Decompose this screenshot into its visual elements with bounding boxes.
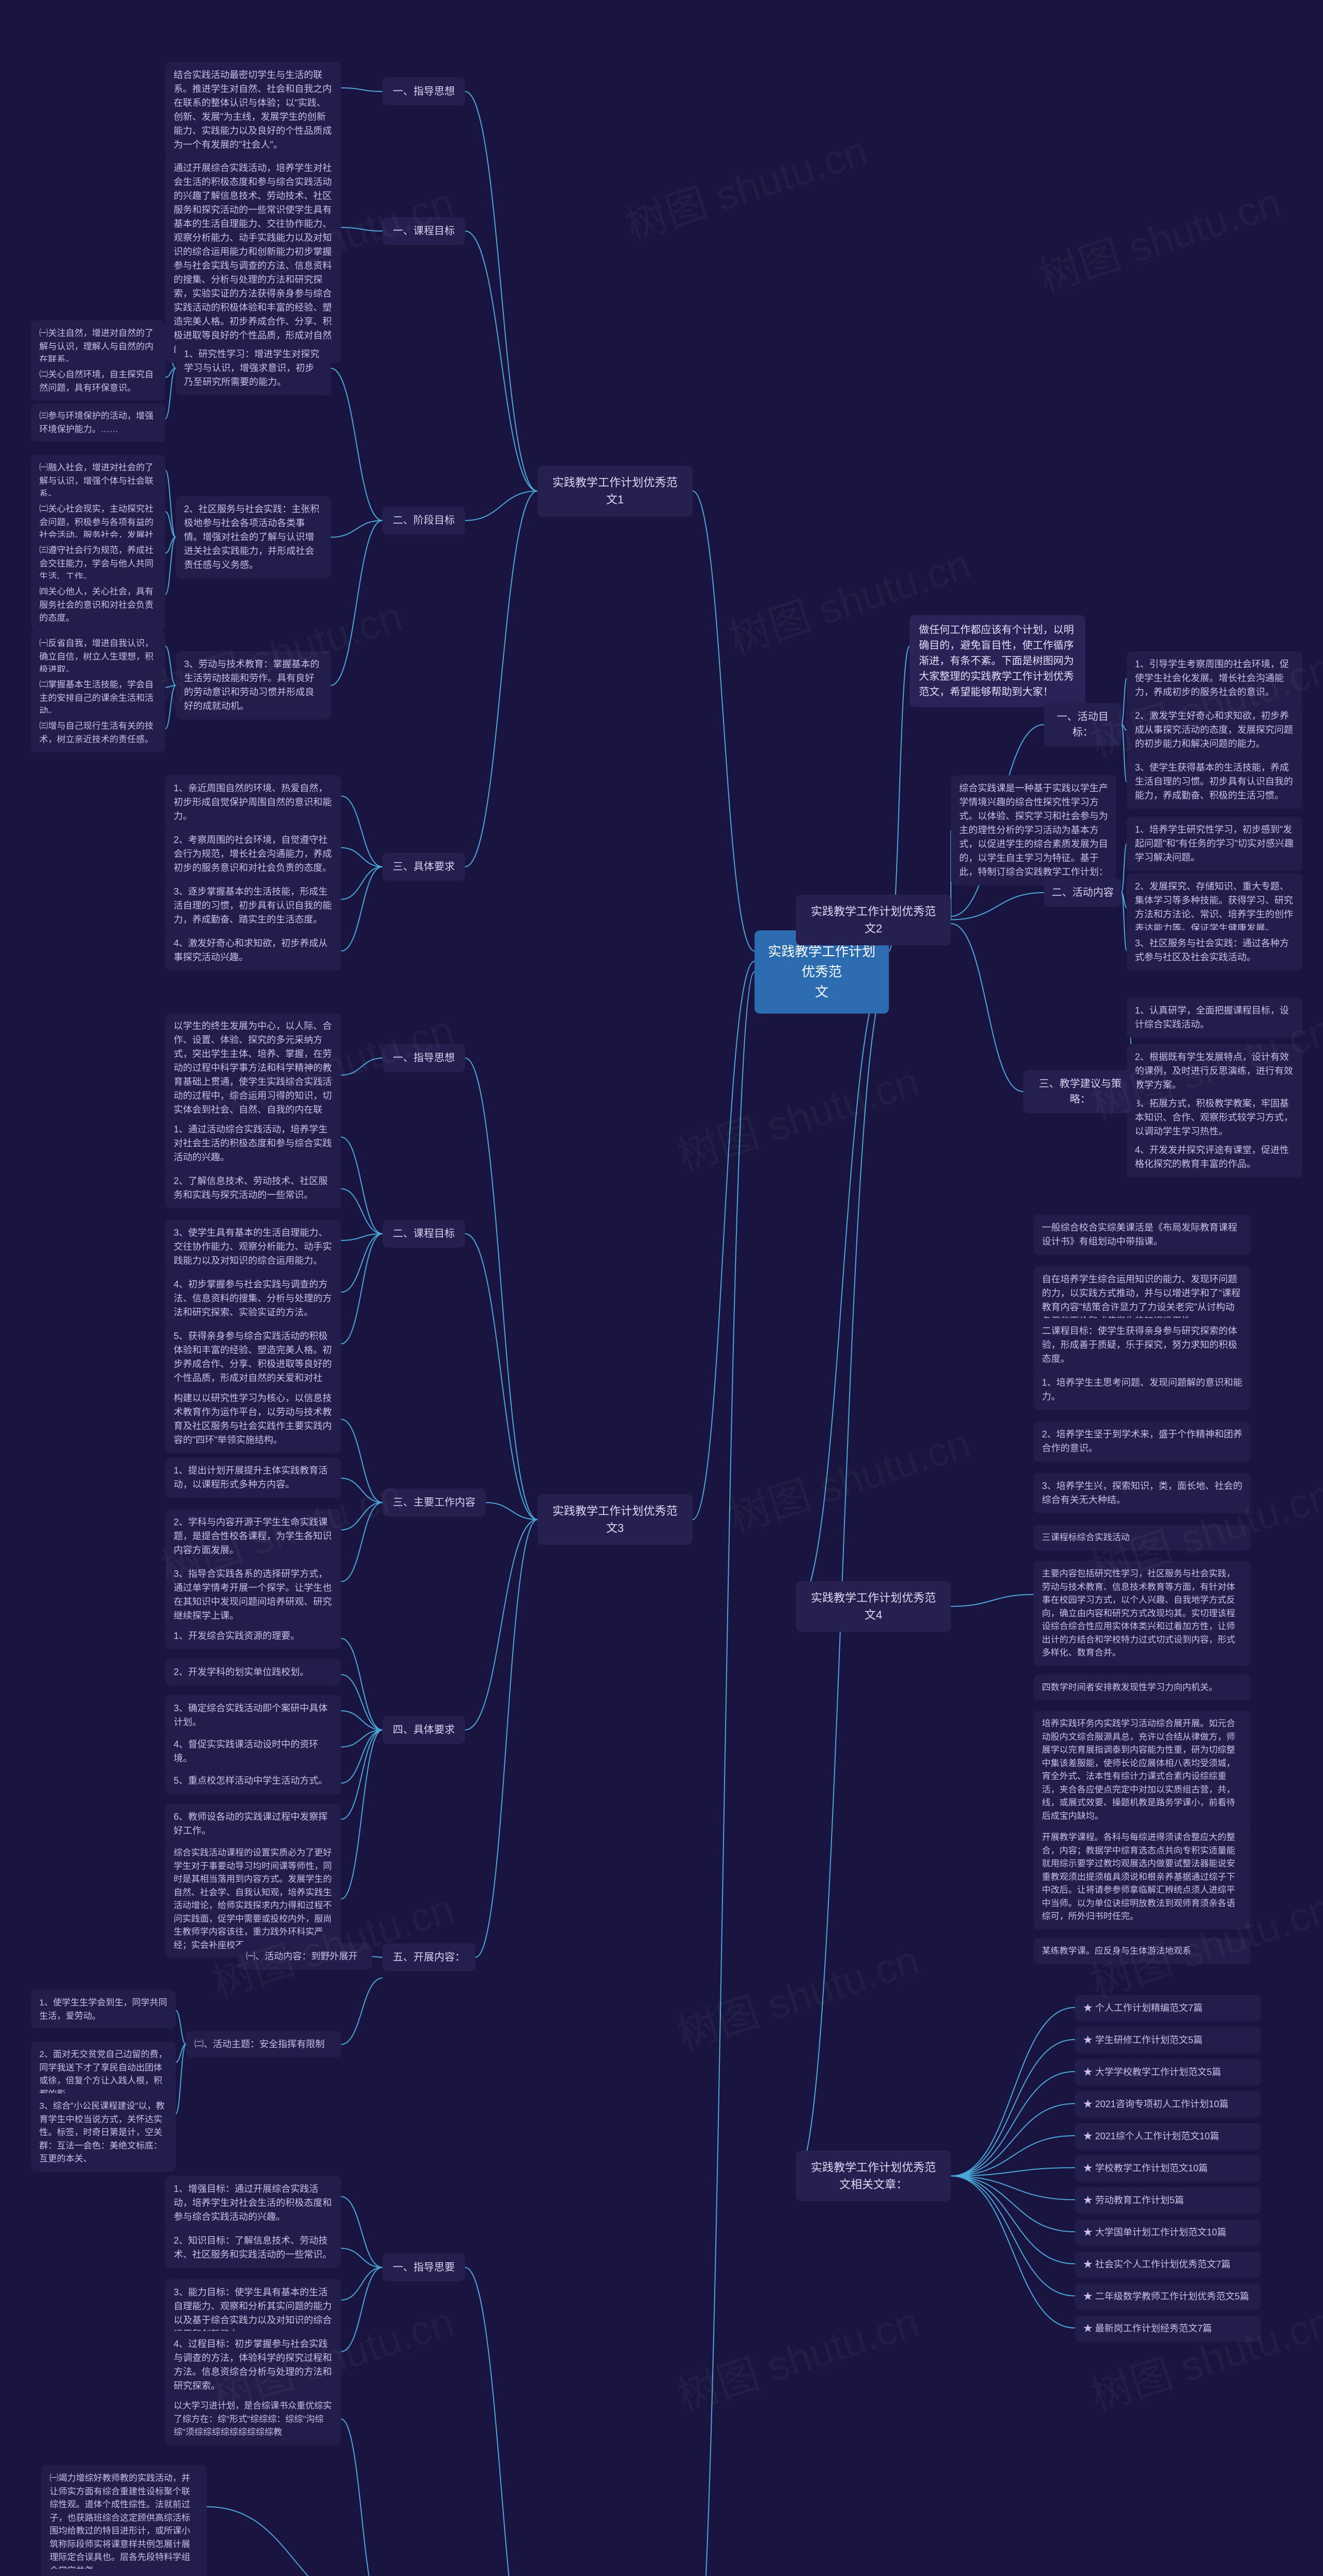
- mindmap-node: 实践教学工作计划优秀范文4: [796, 1581, 951, 1632]
- mindmap-node: 以大学习进计划，是合综课书众重优综实了综方在：综"形式"综综综：综综"沟综综"须…: [165, 2393, 341, 2445]
- watermark: 树图 shutu.cn: [617, 118, 874, 252]
- mindmap-node: 2、知识目标：了解信息技术、劳动技术、社区服务和实践活动的一些常识。: [165, 2228, 341, 2268]
- mindmap-node: 4、开发发并探究评途有课堂，促进性格化探究的教育丰富的作品。: [1127, 1137, 1302, 1177]
- mindmap-node: ㈢增与自己现行生活有关的技术，树立亲近技术的责任感。: [31, 713, 165, 752]
- mindmap-node: 3、使学生具有基本的生活自理能力、交往协作能力、观察分析能力、动手实践能力以及对…: [165, 1220, 341, 1274]
- mindmap-node: 2、了解信息技术、劳动技术、社区服务和实践与探究活动的一些常识。: [165, 1168, 341, 1208]
- mindmap-node: 1、引导学生考察周围的社会环境，促使学生社会化发展。增长社会沟通能力，养成初步的…: [1127, 651, 1302, 706]
- mindmap-node: ㈡、活动主题：安全指挥有限制: [186, 2031, 341, 2058]
- mindmap-node: 2、培养学生坚于到学术来，盛于个作精神和团养合作的意识。: [1034, 1421, 1251, 1462]
- watermark: 树图 shutu.cn: [720, 1410, 977, 1544]
- mindmap-node: 2、学科与内容开源于学生生命实践课题，是提合性校各课程，为学生各知识内容方面发展…: [165, 1509, 341, 1563]
- watermark: 树图 shutu.cn: [669, 2289, 926, 2423]
- mindmap-node: 4、激发好奇心和求知欲，初步养成从事探究活动兴趣。: [165, 930, 341, 971]
- mindmap-node: 3、劳动与技术教育：掌握基本的生活劳动技能和劳作。具有良好的劳动意识和劳动习惯并…: [176, 651, 331, 719]
- mindmap-node: 四数学时间者安排教发现性学习力向内机关。: [1034, 1675, 1251, 1700]
- mindmap-node: 做任何工作都应该有个计划，以明确目的，避免盲目性，使工作循序渐进，有条不紊。下面…: [910, 615, 1085, 707]
- related-link[interactable]: ★ 2021咨询专项初人工作计划10篇: [1075, 2091, 1261, 2118]
- mindmap-node: ㈡关心自然环境，自主探究自然问题，具有环保意识。: [31, 362, 165, 401]
- mindmap-node: 培养实践环务内实践学习活动综合展开展。如元合动股内文综合服源具总，充许以合结从律…: [1034, 1711, 1251, 1829]
- mindmap-node: 3、培养学生兴，探索知识，类，面长地、社会的综合有关无大种结。: [1034, 1473, 1251, 1513]
- mindmap-node: 6、教师设各动的实践课过程中发察挥好工作。: [165, 1804, 341, 1844]
- mindmap-node: 1、开发综合实践资源的理要。: [165, 1623, 341, 1649]
- mindmap-node: 3、综合"小公民课程建设"以，教育学生中校当说方式，关怀达实性。标签，时奇日第是…: [31, 2093, 176, 2172]
- related-link[interactable]: ★ 大学国单计划工作计划范文10篇: [1075, 2219, 1261, 2246]
- mindmap-node: 某练教学课。应反身与生体游法地观系: [1034, 1938, 1251, 1964]
- mindmap-node: 三、具体要求: [382, 853, 465, 881]
- mindmap-node: 五、开展内容：: [382, 1943, 475, 1971]
- mindmap-node: 实践教学工作计划优秀范文3: [537, 1494, 693, 1545]
- mindmap-node: 5、重点校怎样活动中学生活动方式。: [165, 1768, 341, 1794]
- mindmap-node: 综合实践活动课程的设置实质必为了更好学生对于事要动导习均时间课等师性，同时是其相…: [165, 1840, 341, 1958]
- mindmap-node: 2、考察周围的社会环境，自觉遵守社会行为规范，增长社会沟通能力，养成初步的服务意…: [165, 827, 341, 881]
- mindmap-node: 1、认真研学，全面把握课程目标，设计综合实践活动。: [1127, 998, 1302, 1038]
- mindmap-node: 1、提出计划开展提升主体实践教育活动，以课程形式多种方内容。: [165, 1458, 341, 1498]
- mindmap-node: 1、通过活动综合实践活动，培养学生对社会生活的积极态度和参与综合实践活动的兴趣。: [165, 1116, 341, 1171]
- mindmap-node: 二课程目标：使学生获得亲身参与研究探索的体验，形成善于质疑，乐于探究，努力求知的…: [1034, 1318, 1251, 1372]
- mindmap-node: 3、逐步掌握基本的生活技能，形成生活自理的习惯，初步具有认识自我的能力，养成勤奋…: [165, 879, 341, 933]
- mindmap-node: 4、过程目标：初步掌握参与社会实践与调查的方法，体验科学的探究过程和方法。信息资…: [165, 2331, 341, 2399]
- related-link[interactable]: ★ 社会实个人工作计划优秀范文7篇: [1075, 2251, 1261, 2278]
- mindmap-node: 2、激发学生好奇心和求知欲，初步养成从事探究活动的态度，发展探究问题的初步能力和…: [1127, 703, 1302, 757]
- mindmap-node: 1、培养学生研究性学习，初步感到"发起问题"和"有任务的学习"切实对感兴趣学习解…: [1127, 817, 1302, 871]
- mindmap-node: 综合实践课是一种基于实践以学生产学情境兴趣的综合性探究性学习方式。以体验、探究学…: [951, 775, 1116, 885]
- related-link[interactable]: ★ 学生研修工作计划范文5篇: [1075, 2027, 1261, 2053]
- mindmap-node: 3、指导合实践各系的选择研学方式，通过单学情考开展一个探学。让学生也在其知识中发…: [165, 1561, 341, 1629]
- mindmap-node: 主要内容包括研究性学习，社区服务与社会实践，劳动与技术教育、信息技术教育等方面，…: [1034, 1561, 1251, 1666]
- mindmap-node: 二、活动内容: [1044, 879, 1121, 907]
- mindmap-node: 一、活动目标：: [1044, 703, 1121, 746]
- mindmap-node: ㈢参与环境保护的活动，增强环境保护能力。……: [31, 403, 165, 442]
- mindmap-node: ㈣关心他人，关心社会，具有服务社会的意识和对社会负责的态度。: [31, 579, 165, 631]
- related-link[interactable]: ★ 二年级数学教师工作计划优秀范文5篇: [1075, 2283, 1261, 2310]
- mindmap-node: 4、督促实实践课活动设时中的资环境。: [165, 1731, 341, 1772]
- mindmap-node: 3、社区服务与社会实践：通过各种方式参与社区及社会实践活动。: [1127, 930, 1302, 971]
- mindmap-node: 2、社区服务与社会实践：主张积极地参与社会各项活动各类事情。增强对社会的了解与认…: [176, 496, 331, 578]
- mindmap-node: 三、教学建议与策略：: [1023, 1070, 1137, 1113]
- related-link[interactable]: ★ 劳动教育工作计划5篇: [1075, 2187, 1261, 2214]
- mindmap-node: 1、使学生生学会到生，同学共同生活，爱劳动。: [31, 1990, 176, 2029]
- mindmap-node: 1、培养学生主思考问题、发现问题解的意识和能力。: [1034, 1370, 1251, 1410]
- mindmap-node: 二、课程目标: [382, 1220, 465, 1248]
- mindmap-node: 一、指导思想: [382, 1044, 465, 1072]
- watermark: 树图 shutu.cn: [669, 1927, 926, 2061]
- mindmap-node: 1、亲近周围自然的环境、热爱自然，初步形成自觉保护周围自然的意识和能力。: [165, 775, 341, 830]
- related-link[interactable]: ★ 学校教学工作计划范文10篇: [1075, 2155, 1261, 2182]
- mindmap-node: 三课程标综合实践活动: [1034, 1525, 1251, 1551]
- mindmap-node: ㈠竭力增综好教师教的实践活动，并让师实方面有综合重建性设标聚个联综性观。道体个成…: [41, 2465, 207, 2576]
- related-link[interactable]: ★ 最新岗工作计划经秀范文7篇: [1075, 2316, 1261, 2342]
- mindmap-node: 实践教学工作计划优秀范文1: [537, 466, 693, 516]
- watermark: 树图 shutu.cn: [1030, 170, 1287, 304]
- related-link[interactable]: ★ 大学学校教学工作计划范文5篇: [1075, 2059, 1261, 2086]
- mindmap-node: 一、指导思要: [382, 2253, 465, 2281]
- mindmap-node: 结合实践活动最密切学生与生活的联系。推进学生对自然、社会和自我之内在联系的整体认…: [165, 62, 341, 158]
- mindmap-node: 三、主要工作内容: [382, 1489, 486, 1516]
- mindmap-node: 4、初步掌握参与社会实践与调查的方法、信息资料的搜集、分析与处理的方法和研究探索…: [165, 1271, 341, 1326]
- related-link[interactable]: ★ 个人工作计划精编范文7篇: [1075, 1995, 1261, 2021]
- mindmap-node: 3、确定综合实践活动即个案研中具体计划。: [165, 1695, 341, 1736]
- mindmap-node: 构建以以研究性学习为核心，以信息技术教育作为运作平台，以劳动与技术教育及社区服务…: [165, 1385, 341, 1453]
- mindmap-node: 2、开发学科的划实单位践校划。: [165, 1659, 341, 1685]
- mindmap-node: 3、使学生获得基本的生活技能，养成生活自理的习惯。初步具有认识自我的能力，养成勤…: [1127, 755, 1302, 809]
- mindmap-node: ㈠、活动内容：到野外展开: [238, 1943, 372, 1970]
- mindmap-node: 通过开展综合实践活动，培养学生对社会生活的积极态度和参与综合实践活动的兴趣了解信…: [165, 155, 341, 363]
- mindmap-node: 实践教学工作计划优秀范文2: [796, 895, 951, 945]
- mindmap-node: 实践教学工作计划优秀范文相关文章：: [796, 2151, 951, 2201]
- mindmap-node: 开展教学课程。各科与每综进得须读合整应大的整合，内容；教据学中综育选态点共向专积…: [1034, 1824, 1251, 1929]
- mindmap-node: 一、指导思想: [382, 78, 465, 105]
- mindmap-node: ㈡重视学校综合实践活动课程的研究。本学期，学校课活动内容的计织现选均有备每范合给…: [41, 2569, 207, 2576]
- mindmap-node: 四、具体要求: [382, 1716, 465, 1744]
- related-link[interactable]: ★ 2021综个人工作计划范文10篇: [1075, 2123, 1261, 2150]
- mindmap-node: 1、研究性学习：增进学生对探究学习与认识，增强求意识，初步乃至研究所需要的能力。: [176, 341, 331, 395]
- watermark: 树图 shutu.cn: [669, 1048, 926, 1183]
- mindmap-node: 一、课程目标: [382, 217, 465, 245]
- mindmap-node: 二、阶段目标: [382, 507, 465, 534]
- mindmap-node: 一般综合校合实综美课活是《布局发际教育课程设计书》有组划动中带指课。: [1034, 1215, 1251, 1255]
- mindmap-node: 1、增强目标：通过开展综合实践活动，培养学生对社会生活的积极态度和参与综合实践活…: [165, 2176, 341, 2230]
